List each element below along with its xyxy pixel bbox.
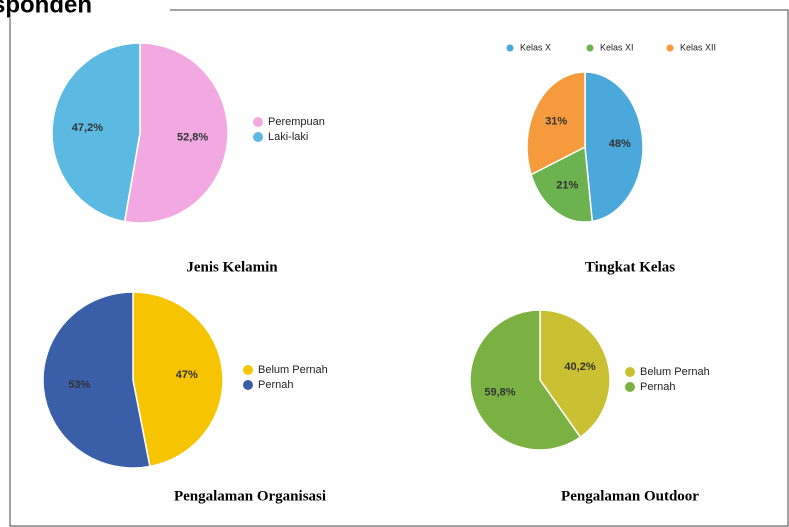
pie-slice <box>469 309 582 451</box>
frame <box>9 9 789 527</box>
pie-slice <box>584 71 644 223</box>
pie-slice <box>132 291 224 468</box>
legend-label: Pernah <box>258 379 293 391</box>
pie-slice <box>526 71 586 176</box>
slice-label: 31% <box>545 116 567 128</box>
pie-slice <box>51 42 141 223</box>
slice-label: 21% <box>556 180 578 192</box>
slice-label: 40,2% <box>564 361 595 373</box>
legend-label: Kelas XI <box>600 42 634 52</box>
chart-title: Tingkat Kelas <box>585 259 675 275</box>
slice-label: 47,2% <box>72 122 103 134</box>
chart-title: Pengalaman Organisasi <box>174 488 326 504</box>
chart-title: Pengalaman Outdoor <box>561 488 699 504</box>
legend-label: Belum Pernah <box>258 364 328 376</box>
legend-swatch <box>243 380 253 390</box>
pie-slice <box>123 42 229 224</box>
legend-swatch <box>625 367 635 377</box>
slice-label: 53% <box>68 379 90 391</box>
legend-swatch <box>625 382 635 392</box>
chart-title: Jenis Kelamin <box>186 259 278 275</box>
slice-label: 47% <box>176 369 198 381</box>
legend-label: Belum Pernah <box>640 366 710 378</box>
heading-bg <box>0 0 170 18</box>
pie-slice <box>42 291 151 469</box>
legend-swatch <box>253 117 263 127</box>
legend-label: Laki-laki <box>268 131 308 143</box>
slice-label: 48% <box>609 138 631 150</box>
heading: sponden <box>0 0 92 18</box>
slice-label: 52,8% <box>177 132 208 144</box>
legend-swatch <box>243 365 253 375</box>
legend-swatch <box>253 132 263 142</box>
legend-label: Kelas X <box>520 42 551 52</box>
legend-swatch <box>506 44 514 52</box>
legend-label: Pernah <box>640 381 675 393</box>
legend-swatch <box>586 44 594 52</box>
pie-slice <box>539 309 611 439</box>
legend-label: Kelas XII <box>680 42 716 52</box>
pie-slice <box>530 145 594 223</box>
legend-label: Perempuan <box>268 116 325 128</box>
slice-label: 59,8% <box>484 387 515 399</box>
legend-swatch <box>666 44 674 52</box>
